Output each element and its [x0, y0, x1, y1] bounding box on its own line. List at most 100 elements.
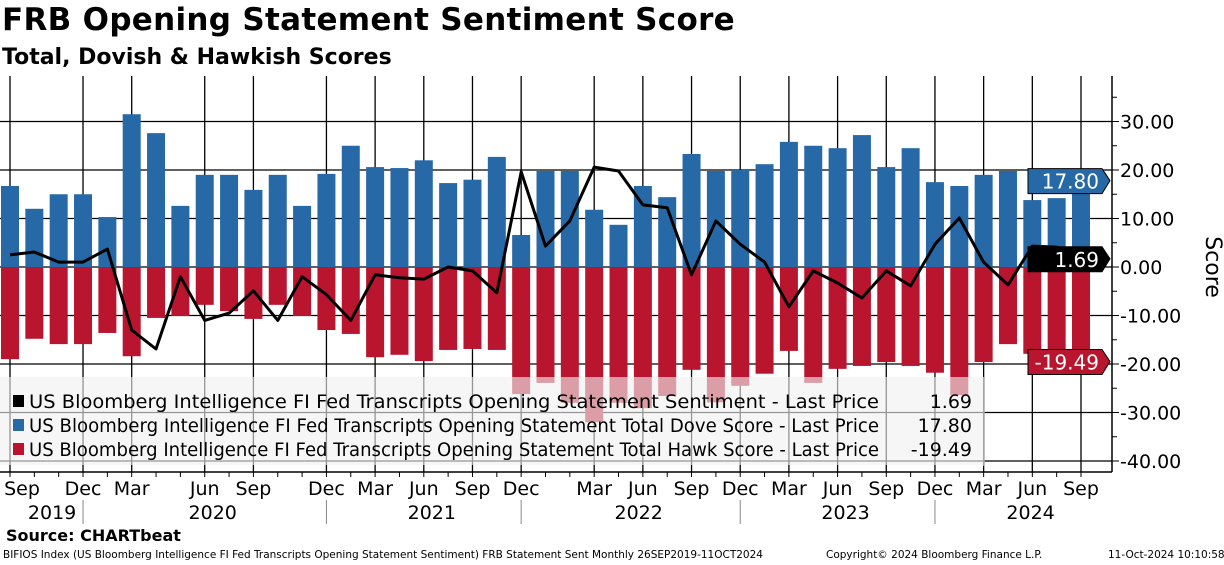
dove-bar — [268, 174, 287, 267]
dove-bar — [901, 148, 920, 267]
x-month-label: Sep — [236, 478, 272, 500]
y-tick-label: 0.00 — [1120, 257, 1162, 279]
y-tick-label: 20.00 — [1120, 160, 1174, 182]
hawk-bar — [147, 267, 166, 318]
x-month-label: Sep — [868, 478, 904, 500]
dove-bar — [147, 133, 166, 267]
dove-bar — [706, 170, 725, 267]
x-year-label: 2019 — [28, 502, 76, 524]
hawk-bar — [658, 267, 677, 397]
dove-bar — [658, 197, 677, 267]
hawk-bar — [414, 267, 433, 362]
hawk-last-tag: -19.49 — [1027, 349, 1111, 376]
hawk-bar — [390, 267, 409, 355]
hawk-bar — [560, 267, 579, 403]
dove-bar — [731, 170, 750, 267]
x-month-label: Dec — [917, 478, 954, 500]
source-note: Source: CHARTbeat — [6, 526, 181, 545]
x-month-label: Mar — [966, 478, 1002, 500]
legend-value: 1.69 — [930, 391, 972, 413]
y-tick-label: -10.00 — [1120, 306, 1181, 328]
dove-bar — [512, 234, 531, 267]
hawk-bar — [293, 267, 312, 316]
dove-bar — [755, 164, 774, 267]
x-month-label: Dec — [65, 478, 102, 500]
legend-background — [0, 377, 984, 465]
hawk-last-tag-shape — [1027, 349, 1111, 376]
dove-bar — [877, 167, 896, 267]
hawk-bar — [439, 267, 458, 350]
hawk-bar — [25, 267, 44, 339]
hawk-bar — [706, 267, 725, 403]
x-month-label: Jun — [1016, 478, 1047, 500]
dove-bar — [98, 217, 117, 267]
x-month-label: Jun — [189, 478, 220, 500]
hawk-bar — [463, 267, 482, 349]
dove-bar — [487, 156, 506, 267]
timestamp: 11-Oct-2024 10:10:58 — [1108, 549, 1224, 561]
x-year-label: 2020 — [189, 502, 237, 524]
dove-bar — [195, 174, 214, 267]
legend-value: 17.80 — [918, 415, 972, 437]
hawk-bar — [536, 267, 555, 383]
legend: US Bloomberg Intelligence FI Fed Transcr… — [0, 377, 985, 466]
dove-bar — [536, 170, 555, 267]
dove-bar — [317, 173, 336, 267]
sentiment-line — [9, 165, 1082, 351]
dove-bar — [220, 174, 239, 267]
hawk-bar — [512, 267, 531, 395]
y-tick-label: -30.00 — [1120, 403, 1181, 425]
x-month-label: Mar — [114, 478, 150, 500]
x-year-label: 2023 — [821, 502, 869, 524]
x-month-label: Sep — [674, 478, 710, 500]
legend-swatch — [13, 419, 24, 431]
legend-swatch — [13, 395, 24, 407]
dove-bar — [390, 168, 409, 267]
dove-bar — [828, 148, 847, 267]
hawk-bar — [828, 267, 847, 369]
dove-bar — [998, 170, 1017, 267]
hawk-bar — [609, 267, 628, 403]
dove-bar — [852, 135, 871, 267]
hawk-bar — [901, 267, 920, 366]
hawk-bar — [49, 267, 68, 345]
hawk-bar — [268, 267, 287, 305]
legend-label: US Bloomberg Intelligence FI Fed Transcr… — [29, 439, 879, 461]
copyright: Copyright© 2024 Bloomberg Finance L.P. — [826, 549, 1043, 561]
sentiment-last-tag-text: 1.69 — [1054, 248, 1099, 272]
dove-bar — [585, 209, 604, 267]
hawk-last-tag-text: -19.49 — [1035, 351, 1099, 375]
x-month-label: Sep — [4, 478, 40, 500]
dove-bar — [171, 205, 190, 267]
dove-bar — [366, 167, 385, 267]
dove-bar — [950, 186, 969, 267]
hawk-bar — [755, 267, 774, 374]
dove-bar — [341, 145, 360, 267]
x-month-label: Jun — [822, 478, 853, 500]
sentiment-last-tag-shape — [1027, 246, 1111, 273]
dove-bar — [439, 183, 458, 267]
hawk-bar — [98, 267, 117, 333]
chart-title: FRB Opening Statement Sentiment Score — [2, 2, 735, 38]
hawk-bar — [925, 267, 944, 373]
x-year-label: 2024 — [1006, 502, 1054, 524]
x-month-label: Dec — [722, 478, 759, 500]
x-month-label: Dec — [503, 478, 540, 500]
hawk-bar — [317, 267, 336, 331]
hawk-bar — [1, 267, 19, 360]
hawk-bar — [341, 267, 360, 334]
dove-bar — [25, 208, 44, 267]
hawk-bar — [220, 267, 239, 312]
x-month-label: Sep — [455, 478, 491, 500]
dove-bar — [293, 205, 312, 267]
hawk-bar — [804, 267, 823, 383]
sentiment-last-tag: 1.69 — [1027, 246, 1111, 273]
dove-last-tag-text: 17.80 — [1042, 170, 1099, 194]
hawk-bar — [366, 267, 385, 358]
dove-bar — [122, 114, 141, 267]
hawk-bar — [195, 267, 214, 305]
dove-bar — [974, 174, 993, 267]
dove-bar — [414, 160, 433, 267]
dove-bar — [74, 194, 93, 267]
